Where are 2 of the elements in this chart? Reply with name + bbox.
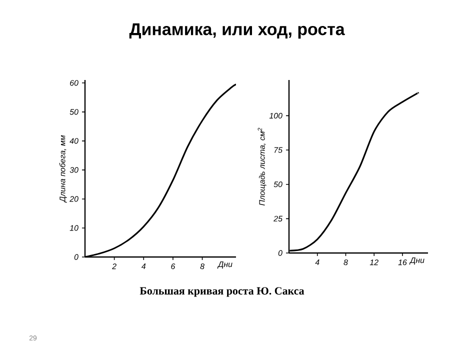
text: Большая кривая роста Ю. Сакса [140,287,304,297]
chart-title: Динамика, или ход, роста [129,23,345,39]
